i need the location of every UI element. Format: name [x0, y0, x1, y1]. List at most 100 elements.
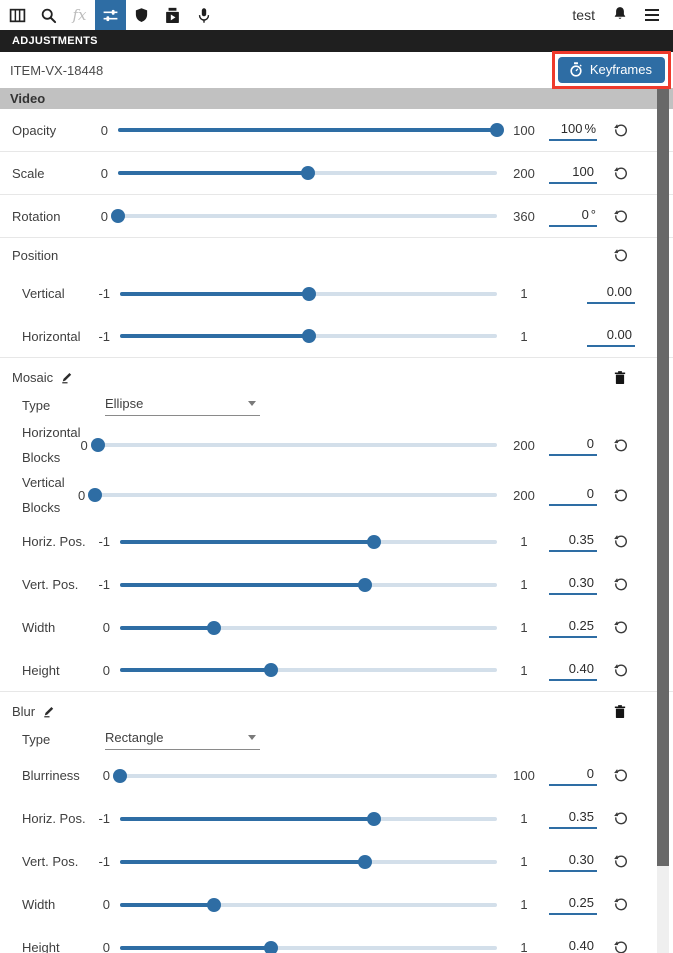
type-dropdown[interactable]: Ellipse: [105, 394, 260, 416]
reset-button[interactable]: [605, 438, 635, 453]
slider-track[interactable]: [111, 209, 497, 223]
slider-track[interactable]: [90, 438, 498, 452]
slider-thumb[interactable]: [113, 768, 127, 783]
reset-button[interactable]: [605, 534, 635, 549]
slider-max-label: 200: [513, 487, 535, 503]
slider-track[interactable]: [120, 854, 497, 869]
value-input[interactable]: 100%: [549, 120, 597, 141]
scrollbar-thumb[interactable]: [657, 86, 669, 866]
adjustments-icon[interactable]: [95, 0, 126, 30]
slider-thumb[interactable]: [358, 854, 373, 869]
slider-thumb[interactable]: [207, 897, 222, 912]
slider-max-label: 1: [520, 854, 528, 869]
library-icon[interactable]: [2, 0, 33, 30]
value-input[interactable]: 0.35: [549, 808, 597, 829]
slider-thumb[interactable]: [301, 329, 316, 343]
slider-min-label: 0: [102, 897, 110, 912]
reset-button[interactable]: [605, 248, 635, 263]
value-input[interactable]: 0.40: [549, 660, 597, 681]
slider-row: Vert. Pos. -1 1 0.30: [0, 840, 673, 883]
reset-button[interactable]: [605, 577, 635, 592]
type-dropdown[interactable]: Rectangle: [105, 728, 260, 750]
slider-track[interactable]: [120, 663, 497, 677]
slider-thumb[interactable]: [367, 811, 382, 826]
reset-button[interactable]: [605, 940, 635, 953]
slider-thumb[interactable]: [358, 577, 373, 592]
vertical-scrollbar[interactable]: [657, 52, 669, 953]
value-text: 0: [586, 766, 594, 781]
value-input[interactable]: 0.00: [587, 326, 635, 347]
value-input[interactable]: 0.00: [587, 283, 635, 304]
value-input[interactable]: 0.30: [549, 574, 597, 595]
value-input[interactable]: 0: [549, 485, 597, 506]
slider-min-label: -1: [98, 534, 110, 549]
search-icon[interactable]: [33, 0, 64, 30]
effects-icon[interactable]: fx: [72, 6, 87, 24]
slider-track[interactable]: [120, 940, 497, 953]
slider-label: Width: [22, 897, 56, 912]
slider-track[interactable]: [120, 329, 497, 343]
reset-button[interactable]: [605, 123, 635, 138]
value-input[interactable]: 0: [549, 765, 597, 786]
reset-button[interactable]: [605, 166, 635, 181]
slider-max-label: 100: [513, 122, 535, 138]
dropdown-label: Type: [22, 731, 51, 747]
slider-thumb[interactable]: [263, 663, 278, 677]
slider-label: Height: [22, 662, 60, 678]
value-input[interactable]: 0.40: [549, 937, 597, 953]
value-text: 0.25: [568, 618, 594, 633]
slider-thumb[interactable]: [90, 438, 105, 452]
value-input[interactable]: 0.25: [549, 617, 597, 638]
reset-button[interactable]: [605, 663, 635, 678]
shield-icon[interactable]: [126, 0, 157, 30]
keyframes-button[interactable]: Keyframes: [557, 57, 665, 83]
slider-track[interactable]: [120, 577, 497, 592]
reset-button[interactable]: [605, 811, 635, 826]
slider-thumb[interactable]: [490, 123, 504, 137]
reset-button[interactable]: [605, 768, 635, 783]
delete-icon[interactable]: [605, 370, 635, 385]
group-label: Position: [12, 247, 59, 263]
slider-track[interactable]: [120, 811, 497, 826]
user-menu[interactable]: test: [572, 7, 595, 23]
value-input[interactable]: 0.25: [549, 894, 597, 915]
value-input[interactable]: 100: [549, 163, 597, 184]
value-input[interactable]: 0: [549, 435, 597, 456]
slider-track[interactable]: [118, 166, 497, 180]
stopwatch-icon: [569, 62, 583, 77]
slider-thumb[interactable]: [367, 534, 382, 549]
media-export-icon[interactable]: [157, 0, 188, 30]
slider-thumb[interactable]: [301, 286, 316, 301]
slider-track[interactable]: [120, 897, 497, 912]
slider-track[interactable]: [118, 123, 504, 137]
edit-icon[interactable]: [42, 704, 56, 718]
slider-thumb[interactable]: [207, 620, 222, 635]
value-text: 0.40: [568, 660, 594, 676]
slider-thumb[interactable]: [300, 166, 315, 180]
edit-icon[interactable]: [60, 370, 74, 384]
microphone-icon[interactable]: [188, 0, 219, 30]
slider-thumb[interactable]: [88, 488, 103, 502]
value-input[interactable]: 0.30: [549, 851, 597, 872]
slider-track[interactable]: [113, 768, 497, 783]
slider-thumb[interactable]: [263, 940, 278, 953]
slider-track[interactable]: [120, 534, 497, 549]
slider-fill: [120, 945, 271, 950]
value-input[interactable]: 0.35: [549, 531, 597, 552]
menu-icon[interactable]: [645, 8, 659, 22]
slider-track[interactable]: [120, 620, 497, 635]
reset-button[interactable]: [605, 488, 635, 503]
slider-min-label: 0: [102, 662, 110, 678]
reset-button[interactable]: [605, 620, 635, 635]
slider-label: Horiz. Pos.: [22, 534, 86, 549]
reset-button[interactable]: [605, 854, 635, 869]
slider-thumb[interactable]: [111, 209, 125, 223]
value-input[interactable]: 0 °: [549, 206, 597, 227]
item-id: ITEM-VX-18448: [10, 62, 104, 78]
slider-track[interactable]: [120, 286, 497, 301]
reset-button[interactable]: [605, 897, 635, 912]
delete-icon[interactable]: [605, 704, 635, 719]
reset-button[interactable]: [605, 209, 635, 224]
slider-track[interactable]: [88, 488, 497, 502]
bell-icon[interactable]: [612, 5, 628, 25]
